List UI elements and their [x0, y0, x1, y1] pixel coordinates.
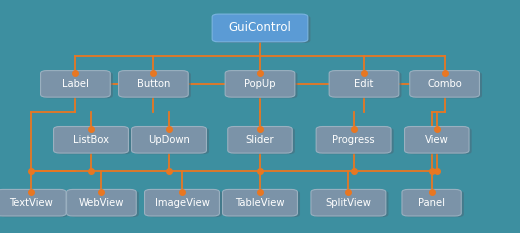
- FancyBboxPatch shape: [215, 15, 310, 43]
- FancyBboxPatch shape: [212, 14, 308, 42]
- FancyBboxPatch shape: [230, 128, 295, 154]
- Text: TableView: TableView: [235, 198, 285, 208]
- FancyBboxPatch shape: [311, 189, 386, 216]
- FancyBboxPatch shape: [402, 189, 461, 216]
- FancyBboxPatch shape: [405, 191, 464, 217]
- FancyBboxPatch shape: [147, 191, 222, 217]
- Text: Slider: Slider: [245, 135, 275, 145]
- FancyBboxPatch shape: [121, 72, 191, 98]
- FancyBboxPatch shape: [54, 127, 128, 153]
- FancyBboxPatch shape: [225, 191, 300, 217]
- FancyBboxPatch shape: [145, 189, 219, 216]
- FancyBboxPatch shape: [410, 71, 479, 97]
- FancyBboxPatch shape: [412, 72, 482, 98]
- FancyBboxPatch shape: [228, 72, 297, 98]
- Text: UpDown: UpDown: [148, 135, 190, 145]
- Text: TextView: TextView: [9, 198, 53, 208]
- FancyBboxPatch shape: [407, 128, 472, 154]
- FancyBboxPatch shape: [316, 127, 391, 153]
- FancyBboxPatch shape: [134, 128, 209, 154]
- Text: Combo: Combo: [427, 79, 462, 89]
- FancyBboxPatch shape: [225, 71, 295, 97]
- Text: Button: Button: [137, 79, 170, 89]
- Text: ImageView: ImageView: [154, 198, 210, 208]
- FancyBboxPatch shape: [119, 71, 188, 97]
- FancyBboxPatch shape: [329, 71, 399, 97]
- FancyBboxPatch shape: [69, 191, 139, 217]
- FancyBboxPatch shape: [223, 189, 297, 216]
- FancyBboxPatch shape: [405, 127, 469, 153]
- Text: ListBox: ListBox: [73, 135, 109, 145]
- Text: GuiControl: GuiControl: [229, 21, 291, 34]
- Text: Progress: Progress: [332, 135, 375, 145]
- FancyBboxPatch shape: [43, 72, 113, 98]
- FancyBboxPatch shape: [67, 189, 136, 216]
- Text: SplitView: SplitView: [326, 198, 371, 208]
- Text: Panel: Panel: [418, 198, 445, 208]
- FancyBboxPatch shape: [56, 128, 131, 154]
- FancyBboxPatch shape: [314, 191, 388, 217]
- Text: View: View: [425, 135, 449, 145]
- FancyBboxPatch shape: [0, 191, 69, 217]
- FancyBboxPatch shape: [228, 127, 292, 153]
- FancyBboxPatch shape: [319, 128, 394, 154]
- Text: PopUp: PopUp: [244, 79, 276, 89]
- Text: WebView: WebView: [79, 198, 124, 208]
- FancyBboxPatch shape: [41, 71, 110, 97]
- FancyBboxPatch shape: [0, 189, 66, 216]
- Text: Edit: Edit: [354, 79, 374, 89]
- Text: Label: Label: [62, 79, 89, 89]
- FancyBboxPatch shape: [132, 127, 206, 153]
- FancyBboxPatch shape: [332, 72, 401, 98]
